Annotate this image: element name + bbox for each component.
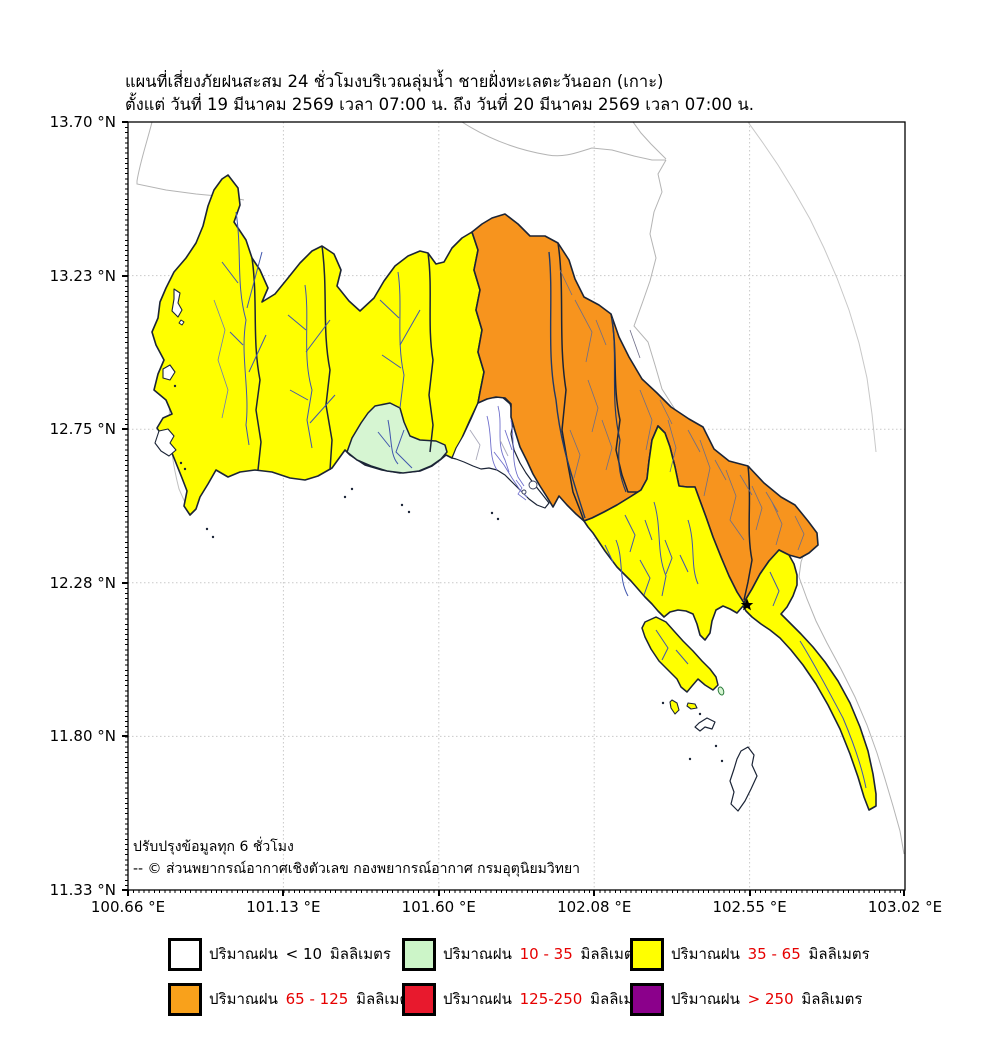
legend-value: < 10 [285,945,323,963]
legend-swatch-lt10 [168,937,202,971]
x-tick [282,890,285,896]
x-tick [748,890,751,896]
x-tick-label: 100.66 °E [90,898,166,916]
map-title: แผนที่เสี่ยงภัยฝนสะสม 24 ชั่วโมงบริเวณลุ… [125,70,754,116]
y-tick [122,121,128,123]
legend-value: 125-250 [519,990,583,1008]
legend-unit: มิลลิเมตร [329,945,391,963]
y-tick [122,274,128,277]
island-green-islet [717,686,725,696]
rivers-white-basin [469,405,538,501]
legend-swatch-65-125 [168,982,202,1016]
legend-value: > 250 [747,990,794,1008]
map-title-line2: ตั้งแต่ วันที่ 19 มีนาคม 2569 เวลา 07:00… [125,95,755,114]
legend-unit: มิลลิเมตร [356,990,418,1008]
legend-value: 65 - 125 [285,990,349,1008]
legend-item-lt10: ปริมาณฝน < 10 มิลลิเมตร [168,936,391,972]
legend-swatch-gt250 [630,982,664,1016]
legend-prefix: ปริมาณฝน [209,945,278,963]
rivers-orange [548,251,805,551]
x-tick-label: 102.55 °E [712,898,787,916]
legend-prefix: ปริมาณฝน [209,990,278,1008]
basin-yellow-southeast [583,425,877,811]
legend-item-65-125: ปริมาณฝน 65 - 125 มิลลิเมตร [168,981,417,1017]
basin-green [346,402,448,474]
x-tick-label: 101.13 °E [246,898,321,916]
y-tick-label: 12.28 °N [49,573,116,592]
legend-item-gt250: ปริมาณฝน > 250 มิลลิเมตร [630,981,862,1017]
y-tick [122,889,128,891]
x-tick [127,890,129,896]
legend-item-125-250: ปริมาณฝน 125-250 มิลลิเมตร [402,981,651,1017]
city-star-marker [740,598,754,611]
y-tick-label: 13.70 °N [49,113,116,131]
update-note-line1: ปรับปรุงข้อมูลทุก 6 ชั่วโมง [133,839,294,855]
legend-item-35-65: ปริมาณฝน 35 - 65 มิลลิเมตร [630,936,870,972]
rivers-yellow [213,211,867,789]
update-note: ปรับปรุงข้อมูลทุก 6 ชั่วโมง -- © ส่วนพยา… [133,836,580,880]
x-tick-label: 103.02 °E [867,898,943,916]
legend-unit: มิลลิเมตร [801,990,863,1008]
update-note-line2: -- © ส่วนพยากรณ์อากาศเชิงตัวเลข กองพยากร… [133,861,581,877]
legend-swatch-35-65 [630,937,664,971]
x-tick [437,890,440,896]
legend-swatch-125-250 [402,982,436,1016]
legend-prefix: ปริมาณฝน [443,990,512,1008]
y-tick-label: 12.75 °N [49,420,116,439]
legend-prefix: ปริมาณฝน [671,945,740,963]
legend-unit: มิลลิเมตร [580,945,642,963]
legend-value: 35 - 65 [747,945,801,963]
x-axis-minor-ticks [128,890,905,893]
x-tick-label: 101.60 °E [401,898,476,916]
island-ko-kut [729,746,758,812]
y-tick [122,735,128,738]
legend-value: 10 - 35 [519,945,573,963]
x-tick [903,890,905,896]
legend-item-10-35: ปริมาณฝน 10 - 35 มิลลิเมตร [402,936,642,972]
legend-unit: มิลลิเมตร [808,945,870,963]
y-tick-label: 11.80 °N [49,727,116,746]
y-tick-label: 13.23 °N [49,266,116,285]
legend-prefix: ปริมาณฝน [671,990,740,1008]
y-axis-minor-ticks [125,122,128,890]
legend-prefix: ปริมาณฝน [443,945,512,963]
x-tick [593,890,596,896]
x-tick-label: 102.08 °E [557,898,632,916]
y-tick-label: 11.33 °N [49,881,116,899]
islet-dots [173,384,724,763]
legend-swatch-10-35 [402,937,436,971]
y-tick [122,428,128,431]
map-title-line1: แผนที่เสี่ยงภัยฝนสะสม 24 ชั่วโมงบริเวณลุ… [125,72,664,91]
island-ko-mak [694,717,716,732]
y-tick [122,581,128,584]
